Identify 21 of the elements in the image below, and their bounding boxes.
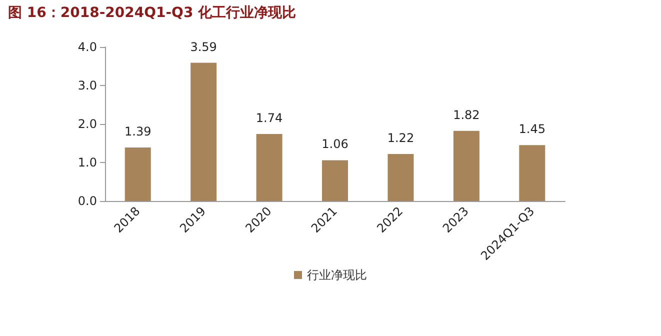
y-tick-label: 0.0: [78, 194, 97, 208]
bar: [519, 145, 546, 201]
y-tick-label: 4.0: [78, 40, 97, 54]
data-label: 3.59: [190, 40, 217, 54]
data-label: 1.82: [453, 108, 480, 122]
y-tick-label: 1.0: [78, 156, 97, 170]
bar: [256, 134, 282, 201]
data-label: 1.22: [387, 131, 414, 146]
y-tick-label: 2.0: [78, 117, 97, 131]
data-label: 1.45: [518, 122, 546, 136]
bar: [124, 147, 151, 201]
y-tick-label: 3.0: [78, 78, 97, 92]
data-label: 1.39: [124, 124, 152, 138]
bar: [190, 62, 217, 201]
data-label: 1.74: [256, 111, 283, 126]
data-label: 1.06: [322, 137, 348, 152]
bar: [322, 160, 348, 201]
legend-label: 行业净现比: [307, 268, 367, 282]
bar: [453, 130, 480, 201]
chart-title: 图 16：2018-2024Q1-Q3 化工行业净现比: [8, 4, 296, 22]
bar: [388, 154, 414, 201]
